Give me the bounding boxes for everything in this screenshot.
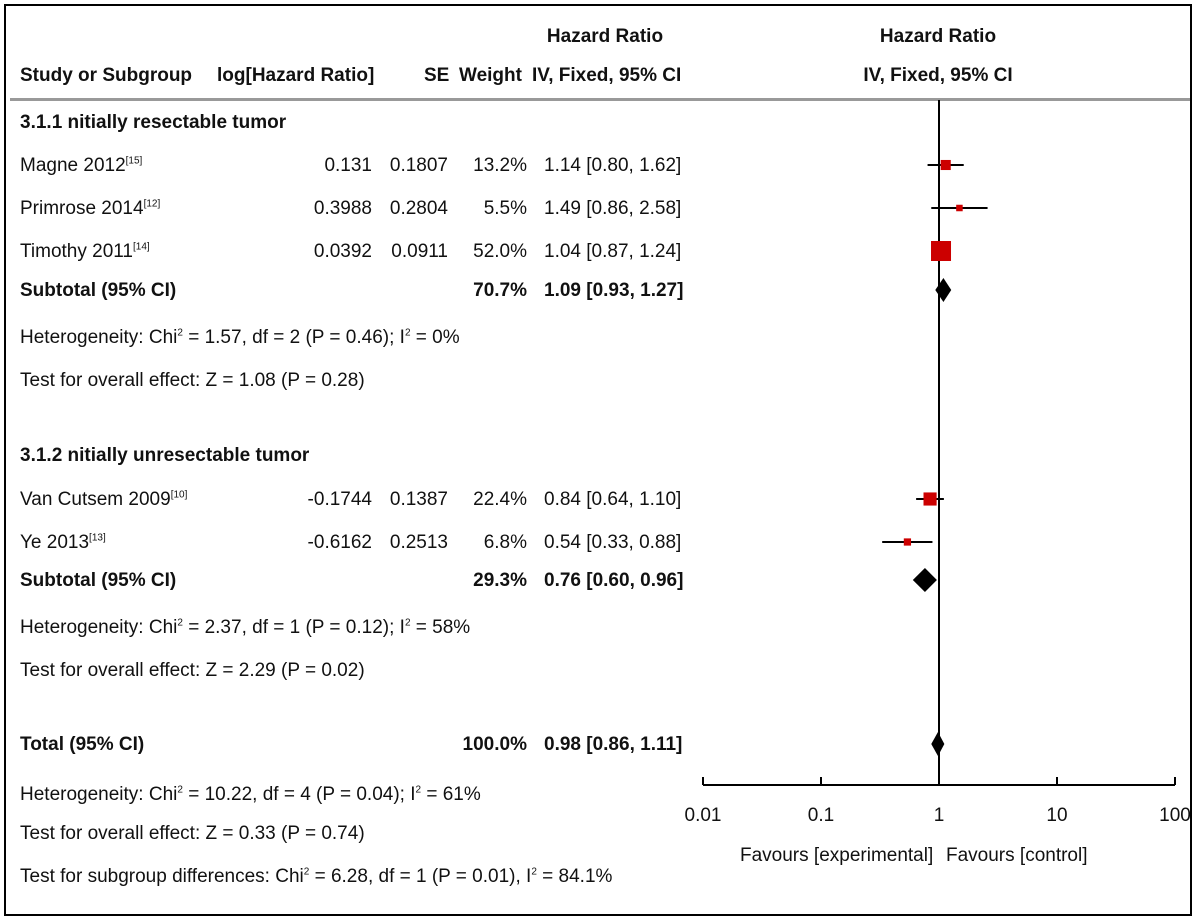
subtotal-ci-text: 1.09 [0.93, 1.27] — [544, 280, 684, 301]
heterogeneity-text: Heterogeneity: Chi2 = 2.37, df = 1 (P = … — [20, 617, 471, 638]
study-weight: 5.5% — [483, 198, 527, 219]
pooled-diamond — [912, 568, 937, 592]
study-name: Timothy 2011[14] — [20, 241, 150, 262]
x-tick-label: 0.01 — [685, 805, 722, 826]
study-ci-text: 1.04 [0.87, 1.24] — [544, 241, 682, 262]
header-hr-method: IV, Fixed, 95% CI — [532, 65, 682, 86]
header-se: SE — [424, 65, 450, 86]
pooled-diamond — [935, 278, 952, 302]
x-tick-label: 10 — [1046, 805, 1067, 826]
study-ci-text: 0.54 [0.33, 0.88] — [544, 532, 682, 553]
study-se: 0.2513 — [389, 532, 448, 553]
subtotal-ci-text: 0.76 [0.60, 0.96] — [544, 570, 684, 591]
study-ci-text: 1.14 [0.80, 1.62] — [544, 155, 682, 176]
total-label: Total (95% CI) — [20, 734, 145, 755]
study-marker — [903, 538, 912, 546]
pooled-diamond — [931, 732, 945, 756]
study-loghr: -0.1744 — [307, 489, 372, 510]
subtotal-weight: 70.7% — [473, 280, 527, 301]
forest-plot-figure — [4, 4, 1192, 916]
subtotal-label: Subtotal (95% CI) — [20, 570, 177, 591]
x-tick-label: 1 — [934, 805, 945, 826]
total-ci-text: 0.98 [0.86, 1.11] — [544, 734, 683, 755]
plot-title: Hazard Ratio — [879, 26, 997, 47]
heterogeneity-text: Heterogeneity: Chi2 = 1.57, df = 2 (P = … — [20, 327, 460, 348]
study-weight: 52.0% — [473, 241, 527, 262]
study-ref: [14] — [133, 241, 150, 253]
header-study: Study or Subgroup — [20, 65, 193, 86]
study-weight: 6.8% — [483, 532, 527, 553]
study-marker — [931, 241, 952, 261]
heterogeneity-text: Heterogeneity: Chi2 = 10.22, df = 4 (P =… — [20, 784, 481, 805]
study-marker — [923, 492, 937, 506]
study-marker — [940, 159, 951, 171]
study-loghr: 0.3988 — [313, 198, 372, 219]
study-se: 0.0911 — [391, 241, 448, 262]
study-weight: 13.2% — [473, 155, 527, 176]
study-se: 0.2804 — [389, 198, 448, 219]
study-ref: [10] — [170, 489, 188, 501]
header-hr-title: Hazard Ratio — [546, 26, 664, 47]
header-rule — [10, 98, 1190, 101]
study-ci-text: 1.49 [0.86, 2.58] — [544, 198, 682, 219]
x-tick-label: 0.1 — [808, 805, 834, 826]
study-weight: 22.4% — [473, 489, 527, 510]
study-name: Primrose 2014[12] — [20, 198, 161, 219]
study-loghr: -0.6162 — [307, 532, 372, 553]
header-loghr: log[Hazard Ratio] — [217, 65, 375, 86]
x-tick-label: 100 — [1159, 805, 1191, 826]
subtotal-label: Subtotal (95% CI) — [20, 280, 177, 301]
favours-experimental-label: Favours [experimental] — [740, 845, 934, 866]
plot-method: IV, Fixed, 95% CI — [863, 65, 1013, 86]
study-loghr: 0.131 — [324, 155, 372, 176]
study-ref: [15] — [125, 155, 143, 167]
subgroup-differences-text: Test for subgroup differences: Chi2 = 6.… — [20, 866, 613, 887]
study-ref: [12] — [143, 198, 161, 210]
study-name: Ye 2013[13] — [20, 532, 106, 553]
study-se: 0.1807 — [389, 155, 448, 176]
overall-effect-text: Test for overall effect: Z = 1.08 (P = 0… — [20, 370, 365, 391]
study-ref: [13] — [89, 532, 106, 544]
group-title: 3.1.1 nitially resectable tumor — [20, 112, 287, 133]
subtotal-weight: 29.3% — [473, 570, 527, 591]
study-marker — [956, 204, 963, 212]
group-title: 3.1.2 nitially unresectable tumor — [20, 445, 310, 466]
study-loghr: 0.0392 — [313, 241, 372, 262]
total-weight: 100.0% — [462, 734, 527, 755]
study-name: Magne 2012[15] — [20, 155, 143, 176]
header-weight: Weight — [459, 65, 522, 86]
overall-effect-text: Test for overall effect: Z = 2.29 (P = 0… — [20, 660, 365, 681]
study-se: 0.1387 — [389, 489, 448, 510]
study-name: Van Cutsem 2009[10] — [20, 489, 188, 510]
study-ci-text: 0.84 [0.64, 1.10] — [544, 489, 682, 510]
favours-control-label: Favours [control] — [946, 845, 1088, 866]
overall-effect-text: Test for overall effect: Z = 0.33 (P = 0… — [20, 823, 365, 844]
